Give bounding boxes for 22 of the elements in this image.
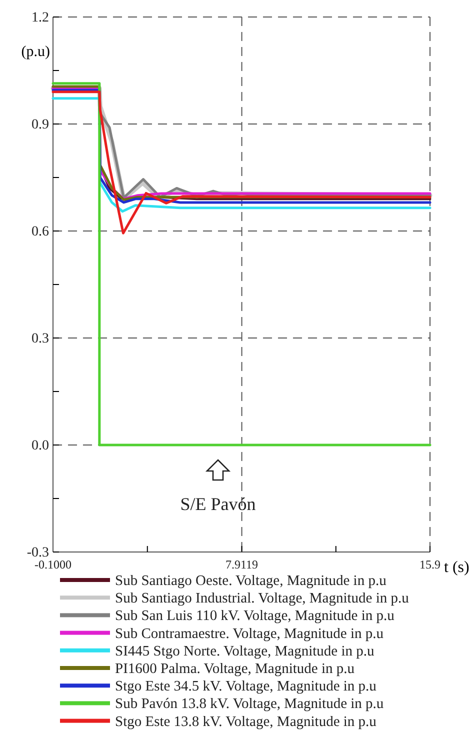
y-axis-title: (p.u) bbox=[21, 44, 50, 60]
y-tick-label: 0.9 bbox=[32, 117, 49, 132]
legend-label: Sub Pavón 13.8 kV. Voltage, Magnitude in p.u bbox=[115, 696, 384, 712]
legend-label: PI1600 Palma. Voltage, Magnitude in p.u bbox=[115, 661, 355, 677]
legend-label: Sub San Luis 110 kV. Voltage, Magnitude in p.u bbox=[115, 608, 394, 624]
x-axis-title: t (s) bbox=[444, 559, 470, 576]
y-tick-label: -0.3 bbox=[26, 545, 49, 560]
legend-label: Stgo Este 34.5 kV. Voltage, Magnitude in p.u bbox=[115, 678, 376, 695]
legend-label: Sub Santiago Industrial. Voltage, Magnitude in p.u bbox=[115, 590, 409, 607]
x-tick-label: -0.1000 bbox=[34, 558, 72, 572]
y-tick-label: 0.0 bbox=[32, 438, 49, 454]
legend-label: Sub Contramaestre. Voltage, Magnitude in p.u bbox=[115, 626, 384, 642]
legend-label: Stgo Este 13.8 kV. Voltage, Magnitude in p.u bbox=[115, 714, 376, 730]
y-tick-label: 1.2 bbox=[32, 10, 49, 26]
line-series bbox=[52, 90, 432, 234]
y-tick-label: 0.3 bbox=[32, 331, 49, 346]
annotation: S/E Pavón bbox=[180, 494, 256, 514]
y-tick-label: 0.6 bbox=[32, 224, 49, 240]
legend-label: Sub Santiago Oeste. Voltage, Magnitude in p.u bbox=[115, 573, 386, 589]
x-tick-label: 7.9119 bbox=[226, 558, 258, 572]
x-tick-label: 15.9 bbox=[420, 558, 440, 572]
legend-label: SI445 Stgo Norte. Voltage, Magnitude in p.u bbox=[115, 643, 374, 660]
